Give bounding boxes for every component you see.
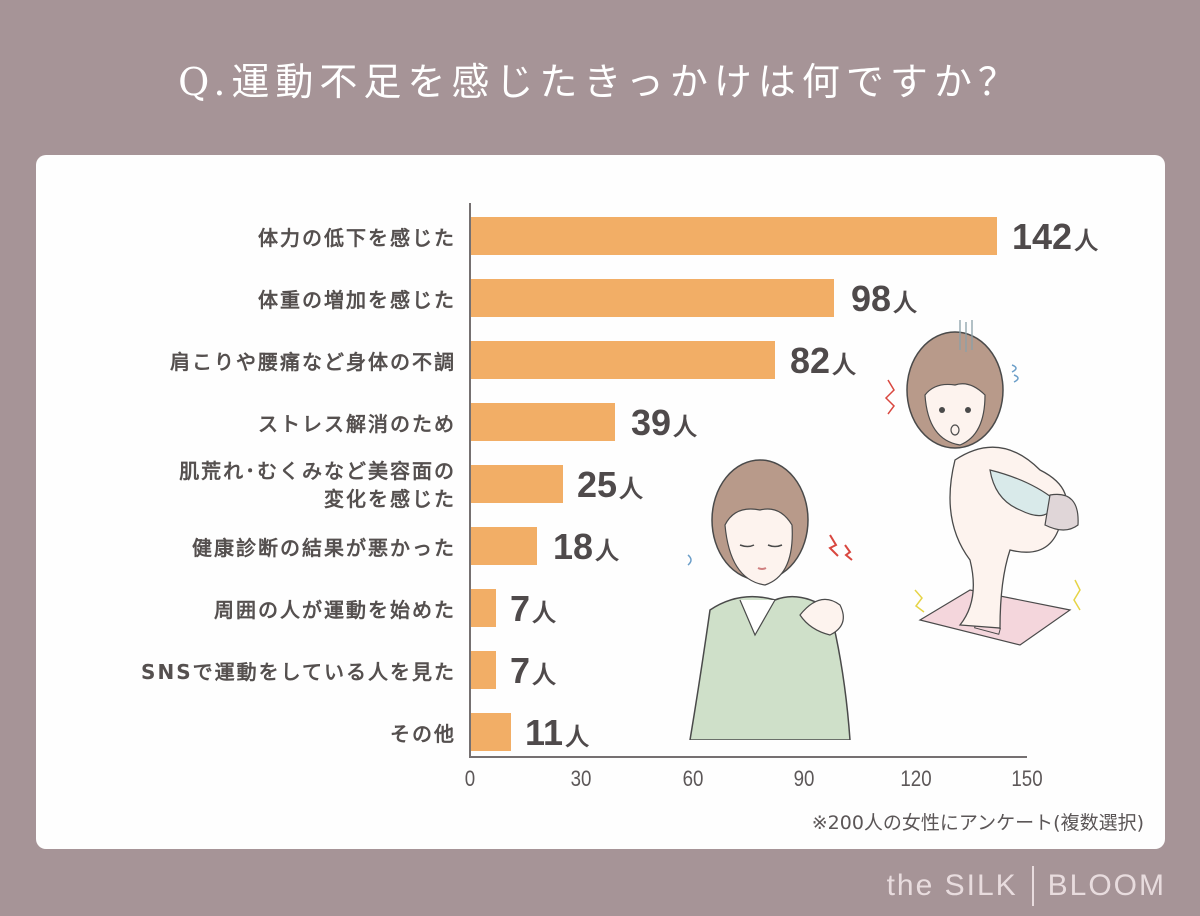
- x-tick-label: 30: [570, 766, 592, 791]
- category-label: 肌荒れ･むくみなど美容面の: [179, 459, 456, 483]
- category-label: ストレス解消のため: [258, 412, 456, 436]
- x-tick-label: 0: [464, 766, 476, 791]
- chart-title: Q.運動不足を感じたきっかけは何ですか？: [178, 60, 1022, 104]
- category-label: SNSで運動をしている人を見た: [141, 660, 456, 684]
- bar: [471, 651, 496, 689]
- value-label: 18人: [553, 526, 620, 567]
- bar: [471, 279, 834, 317]
- category-label: 変化を感じた: [324, 487, 456, 511]
- bar: [471, 465, 563, 503]
- x-tick-label: 150: [1011, 766, 1043, 791]
- value-label: 82人: [790, 340, 857, 381]
- brand-divider: [1031, 866, 1034, 906]
- value-label: 39人: [631, 402, 698, 443]
- bar: [471, 217, 997, 255]
- x-tick-label: 60: [682, 766, 704, 791]
- bar: [471, 527, 537, 565]
- brand-logo: the SILK BLOOM: [887, 866, 1166, 906]
- value-label: 11人: [525, 712, 590, 753]
- value-label: 25人: [577, 464, 644, 505]
- category-label: その他: [390, 722, 456, 746]
- category-label: 健康診断の結果が悪かった: [192, 536, 456, 560]
- woman-shoulder-pain-illustration: [687, 459, 853, 740]
- bar: [471, 589, 496, 627]
- y-axis-line: [469, 203, 471, 758]
- brand-right: BLOOM: [1047, 869, 1166, 902]
- brand-left: the SILK: [886, 869, 1018, 902]
- category-label: 体力の低下を感じた: [258, 226, 456, 250]
- value-label: 98人: [851, 278, 918, 319]
- value-label: 7人: [510, 650, 557, 691]
- bar: [471, 403, 615, 441]
- category-label: 周囲の人が運動を始めた: [214, 598, 456, 622]
- x-tick-label: 120: [900, 766, 932, 791]
- woman-on-scale-illustration: [884, 320, 1081, 646]
- category-label: 体重の増加を感じた: [258, 288, 456, 312]
- bar: [471, 713, 511, 751]
- category-label: 肩こりや腰痛など身体の不調: [170, 350, 456, 374]
- value-label: 142人: [1012, 216, 1099, 257]
- bar: [471, 341, 775, 379]
- x-axis-line: [469, 756, 1027, 758]
- survey-note: ※200人の女性にアンケート(複数選択): [811, 812, 1144, 834]
- value-label: 7人: [510, 588, 557, 629]
- x-tick-label: 90: [793, 766, 815, 791]
